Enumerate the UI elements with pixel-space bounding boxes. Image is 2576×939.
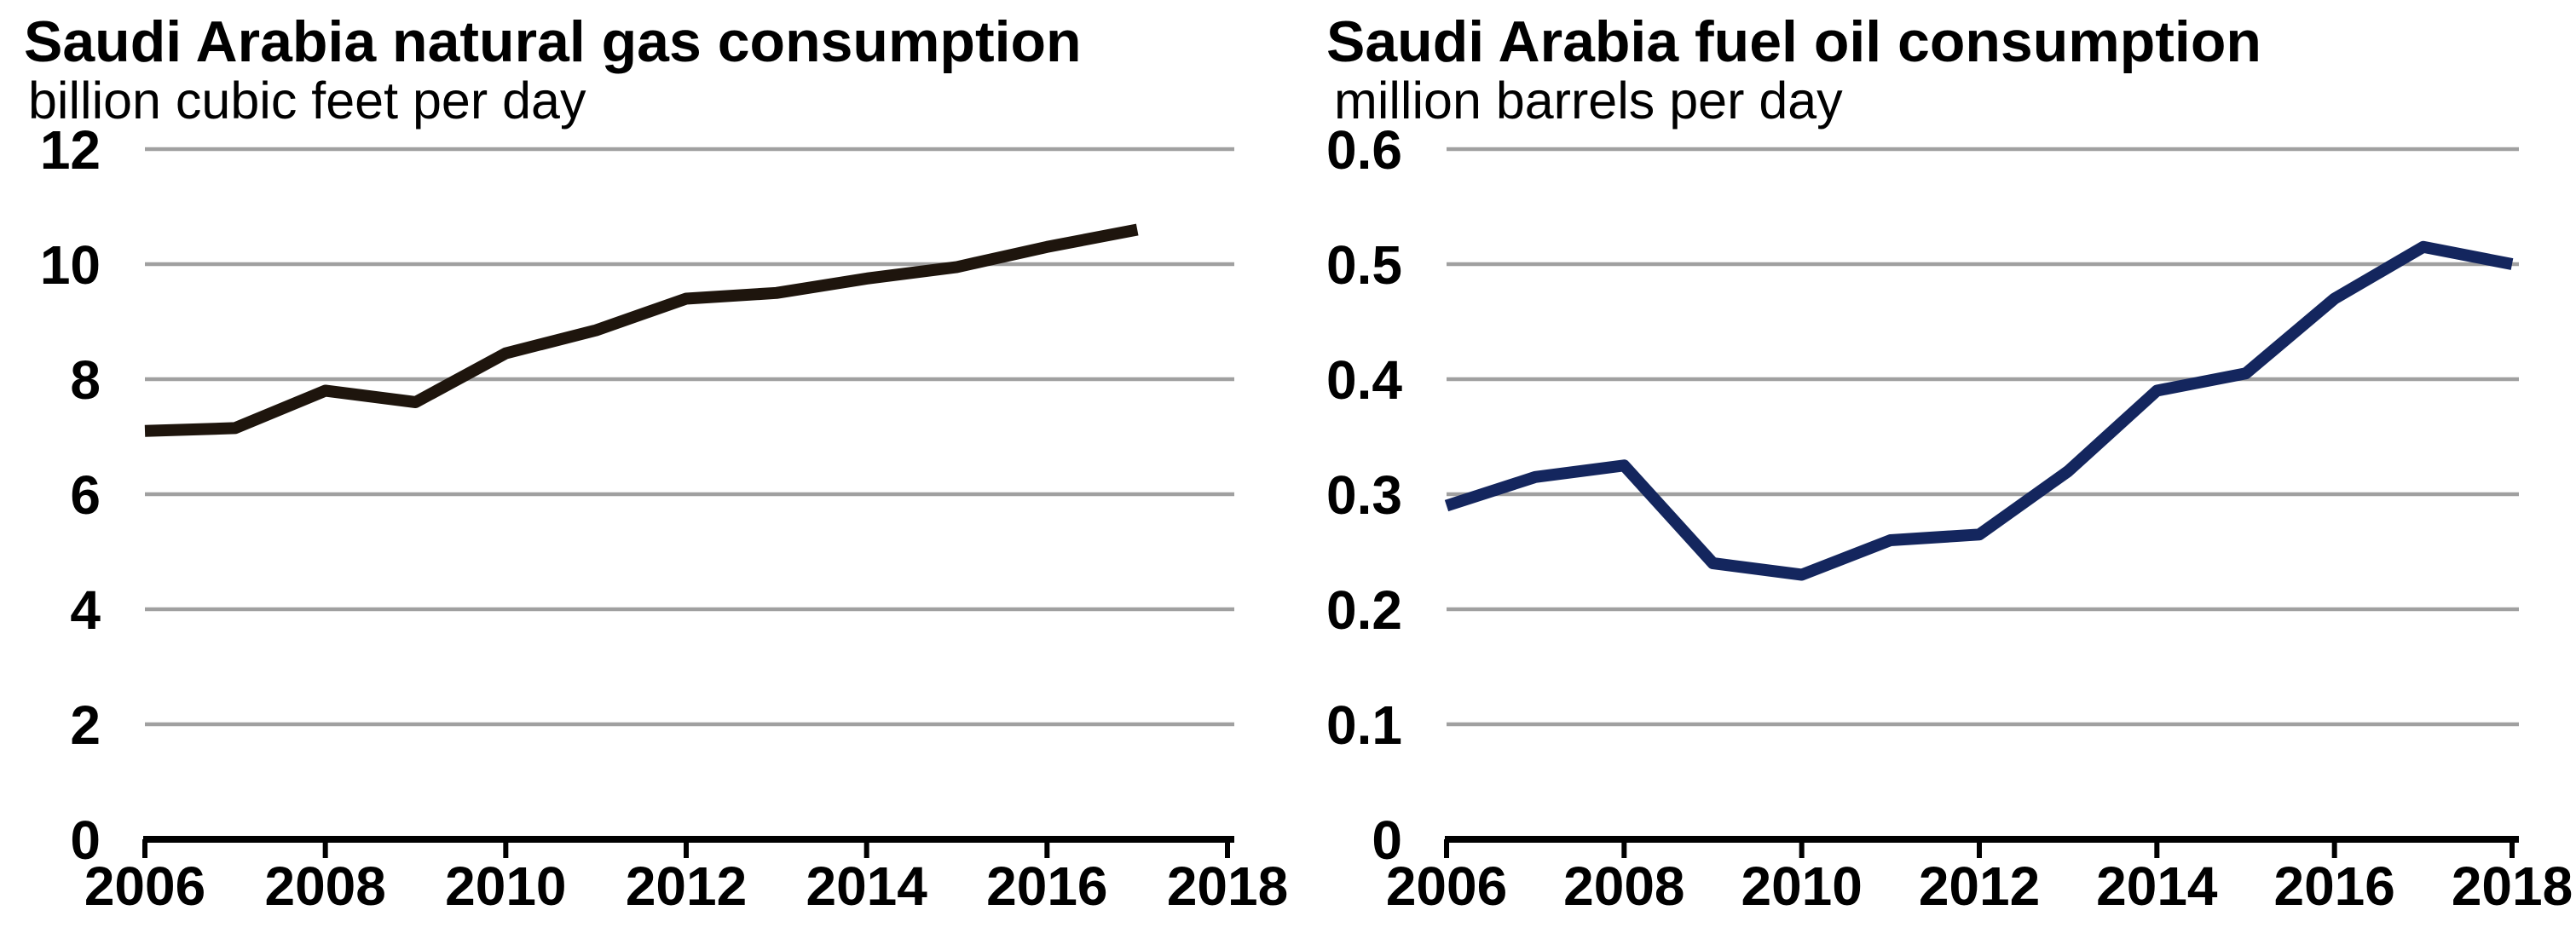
y-axis-tick-label: 4 [70,579,101,641]
x-axis-tick-label: 2016 [986,855,1107,917]
x-axis-tick-label: 2018 [2452,855,2573,917]
y-axis-tick-label: 0.2 [1326,579,1402,641]
y-axis-tick-label: 0 [70,809,101,871]
x-axis-tick-label: 2006 [1386,855,1507,917]
chart-title-natural-gas: Saudi Arabia natural gas consumption [24,9,1082,74]
y-axis-tick-label: 8 [70,349,101,411]
chart-panel-fuel-oil: Saudi Arabia fuel oil consumption millio… [1288,0,2576,939]
x-axis-tick-label: 2006 [84,855,205,917]
x-axis-tick-label: 2012 [1919,855,2040,917]
y-axis-tick-label: 2 [70,694,101,756]
y-axis-tick-label: 6 [70,464,101,526]
x-axis-tick-label: 2016 [2273,855,2394,917]
x-axis-tick-label: 2010 [1741,855,1862,917]
x-axis-tick-label: 2018 [1167,855,1288,917]
y-axis-tick-label: 0 [1372,809,1402,871]
x-axis-tick-label: 2008 [264,855,385,917]
y-axis-tick-label: 0.6 [1326,119,1402,181]
x-axis-tick-label: 2012 [626,855,747,917]
line-chart-natural-gas: 0 2 4 6 8 10 12 2006 2008 2010 2012 2014 2016 2018 [40,119,1288,917]
line-chart-fuel-oil: 0 0.1 0.2 0.3 0.4 0.5 0.6 2006 2008 2010 2012 2014 2… [1326,119,2573,917]
data-series-line [1444,240,2514,581]
x-axis-tick-label: 2014 [806,855,927,917]
x-axis-tick-label: 2010 [445,855,566,917]
chart-subtitle-fuel-oil: million barrels per day [1334,72,1843,130]
chart-panel-natural-gas: Saudi Arabia natural gas consumption bil… [24,9,1288,917]
y-axis-tick-label: 0.3 [1326,464,1402,526]
x-axis-tick-label: 2014 [2096,855,2218,917]
x-axis-tick-label: 2008 [1563,855,1684,917]
data-series-line [144,223,1139,437]
y-axis-tick-label: 0.5 [1326,234,1402,296]
y-axis-tick-label: 0.4 [1326,349,1402,411]
y-axis-tick-label: 0.1 [1326,694,1402,756]
chart-subtitle-natural-gas: billion cubic feet per day [28,72,586,130]
chart-title-fuel-oil: Saudi Arabia fuel oil consumption [1326,9,2261,74]
y-axis-tick-label: 10 [40,234,101,296]
y-axis-tick-label: 12 [40,119,101,181]
